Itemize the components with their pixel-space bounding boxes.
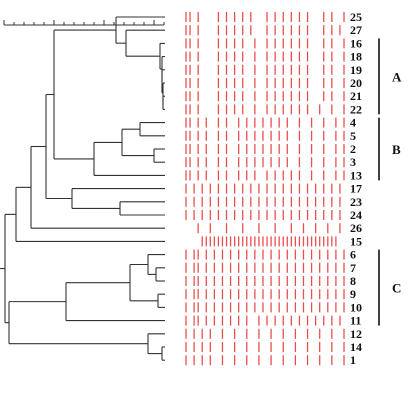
isolate-label: 17: [350, 182, 362, 196]
isolate-label: 7: [350, 261, 356, 275]
group-label: A: [392, 69, 402, 84]
isolate-label: 10: [350, 300, 362, 314]
isolate-label: 27: [350, 23, 362, 37]
isolate-label: 22: [350, 102, 362, 116]
scale-bar: [3, 20, 165, 26]
isolate-label: 8: [350, 274, 356, 288]
isolate-labels: 2527161819202122452313172324261567891011…: [350, 10, 362, 367]
group-label: B: [392, 142, 401, 157]
band-pattern-lanes: [185, 12, 345, 366]
group-label: C: [392, 281, 401, 296]
isolate-label: 6: [350, 248, 356, 262]
isolate-label: 21: [350, 89, 362, 103]
isolate-label: 18: [350, 50, 362, 64]
isolate-label: 15: [350, 234, 362, 248]
isolate-label: 25: [350, 10, 362, 24]
isolate-label: 23: [350, 195, 362, 209]
isolate-label: 5: [350, 129, 356, 143]
isolate-label: 12: [350, 327, 362, 341]
isolate-label: 3: [350, 155, 356, 169]
cluster-groups: A B C: [378, 38, 402, 326]
isolate-label: 4: [350, 116, 356, 130]
isolate-label: 24: [350, 208, 362, 222]
isolate-label: 11: [350, 314, 361, 328]
isolate-label: 20: [350, 76, 362, 90]
isolate-label: 9: [350, 287, 356, 301]
dendrogram-tree: [0, 16, 165, 361]
isolate-label: 1: [350, 353, 356, 367]
isolate-label: 16: [350, 36, 362, 50]
isolate-label: 26: [350, 221, 362, 235]
isolate-label: 13: [350, 168, 362, 182]
isolate-label: 2: [350, 142, 356, 156]
isolate-label: 19: [350, 63, 362, 77]
isolate-label: 14: [350, 340, 362, 354]
